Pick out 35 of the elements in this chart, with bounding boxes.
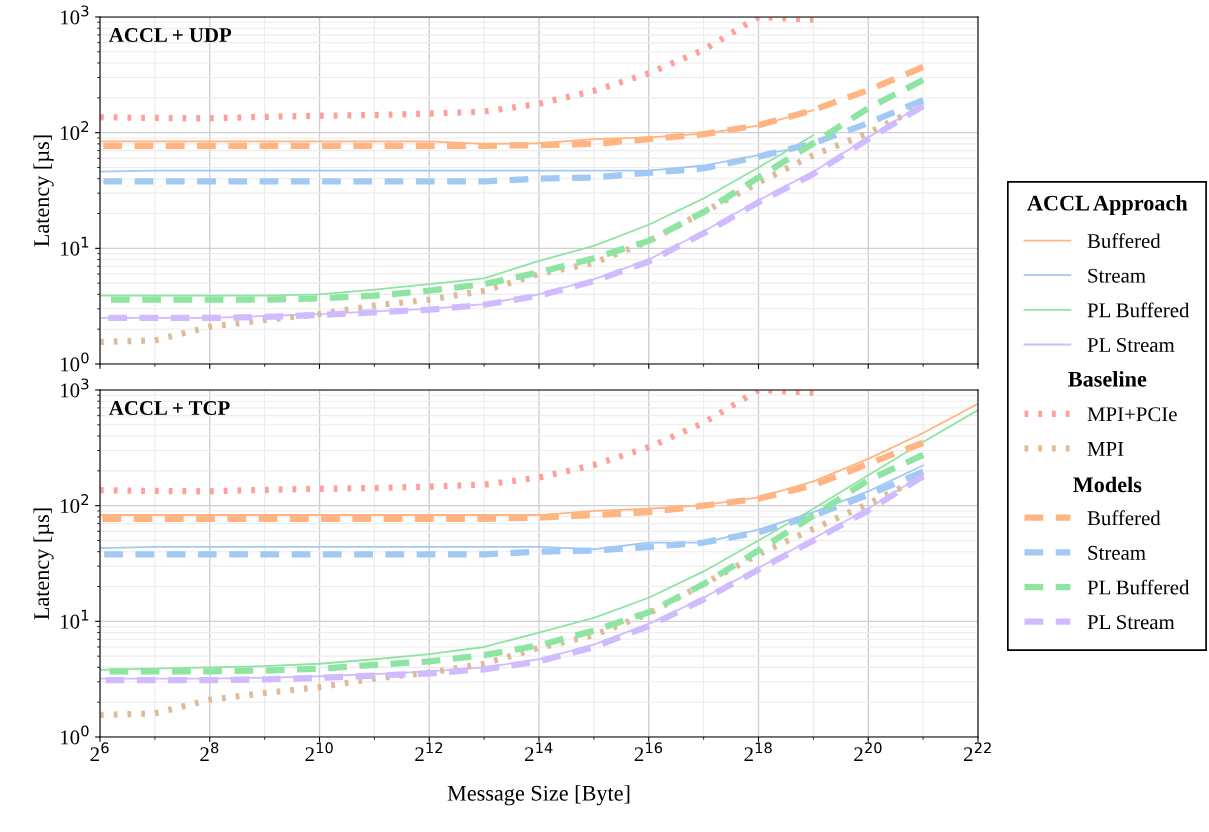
y-axis-title: Latency [µs]	[33, 135, 54, 247]
y-tick-label: 10$^{1}$	[61, 236, 89, 256]
y-tick-label: 10$^{0}$	[61, 725, 89, 745]
legend-label: Buffered	[1087, 510, 1161, 526]
y-tick-label: 10$^{0}$	[61, 352, 89, 372]
text: ACCL Approach	[1027, 194, 1188, 216]
x-tick-label: 2$^{6}$	[90, 742, 109, 762]
legend-label: Stream	[1088, 268, 1146, 283]
chart-title: ACCL + TCP	[108, 401, 230, 416]
legend-label: MPI+PCIe	[1087, 407, 1177, 422]
legend-label: PL Buffered	[1087, 579, 1190, 595]
legend-label: PL Stream	[1087, 337, 1175, 352]
x-tick-label: 2$^{20}$	[854, 742, 882, 762]
y-tick-label: 10$^{2}$	[61, 121, 89, 141]
x-tick-label: 2$^{14}$	[525, 742, 553, 762]
text: Models	[1073, 476, 1142, 493]
legend-label: PL Stream	[1087, 615, 1175, 630]
x-tick-label: 2$^{8}$	[200, 742, 219, 762]
legend-label: MPI	[1087, 442, 1124, 456]
x-tick-label: 2$^{22}$	[964, 742, 991, 762]
legend-label: Stream	[1088, 545, 1146, 560]
y-tick-label: 10$^{3}$	[61, 5, 89, 25]
y-axis-title: Latency [µs]	[33, 508, 54, 620]
x-tick-label: 2$^{18}$	[744, 742, 772, 762]
legend-label: PL Buffered	[1087, 302, 1190, 318]
x-tick-label: 2$^{12}$	[415, 742, 443, 762]
legend-label: Buffered	[1087, 233, 1161, 249]
chart-title: ACCL + UDP	[108, 28, 232, 43]
y-tick-label: 10$^{3}$	[61, 378, 89, 398]
y-tick-label: 10$^{1}$	[61, 609, 89, 629]
x-tick-label: 2$^{10}$	[305, 742, 333, 762]
x-tick-label: 2$^{16}$	[634, 742, 663, 762]
x-axis-title: Message Size [Byte]	[447, 785, 630, 806]
y-tick-label: 10$^{2}$	[61, 494, 89, 514]
text: Baseline	[1068, 371, 1147, 387]
